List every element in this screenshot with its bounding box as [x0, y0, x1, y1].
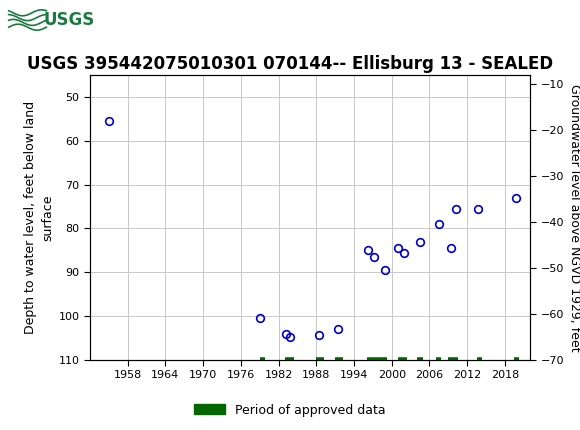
Bar — [6, 3, 107, 37]
Text: USGS 395442075010301 070144-- Ellisburg 13 - SEALED: USGS 395442075010301 070144-- Ellisburg … — [27, 55, 553, 73]
Text: USGS: USGS — [43, 11, 95, 29]
Y-axis label: Depth to water level, feet below land
surface: Depth to water level, feet below land su… — [24, 101, 55, 334]
Y-axis label: Groundwater level above NGVD 1929, feet: Groundwater level above NGVD 1929, feet — [568, 84, 580, 351]
Legend: Period of approved data: Period of approved data — [189, 399, 391, 421]
